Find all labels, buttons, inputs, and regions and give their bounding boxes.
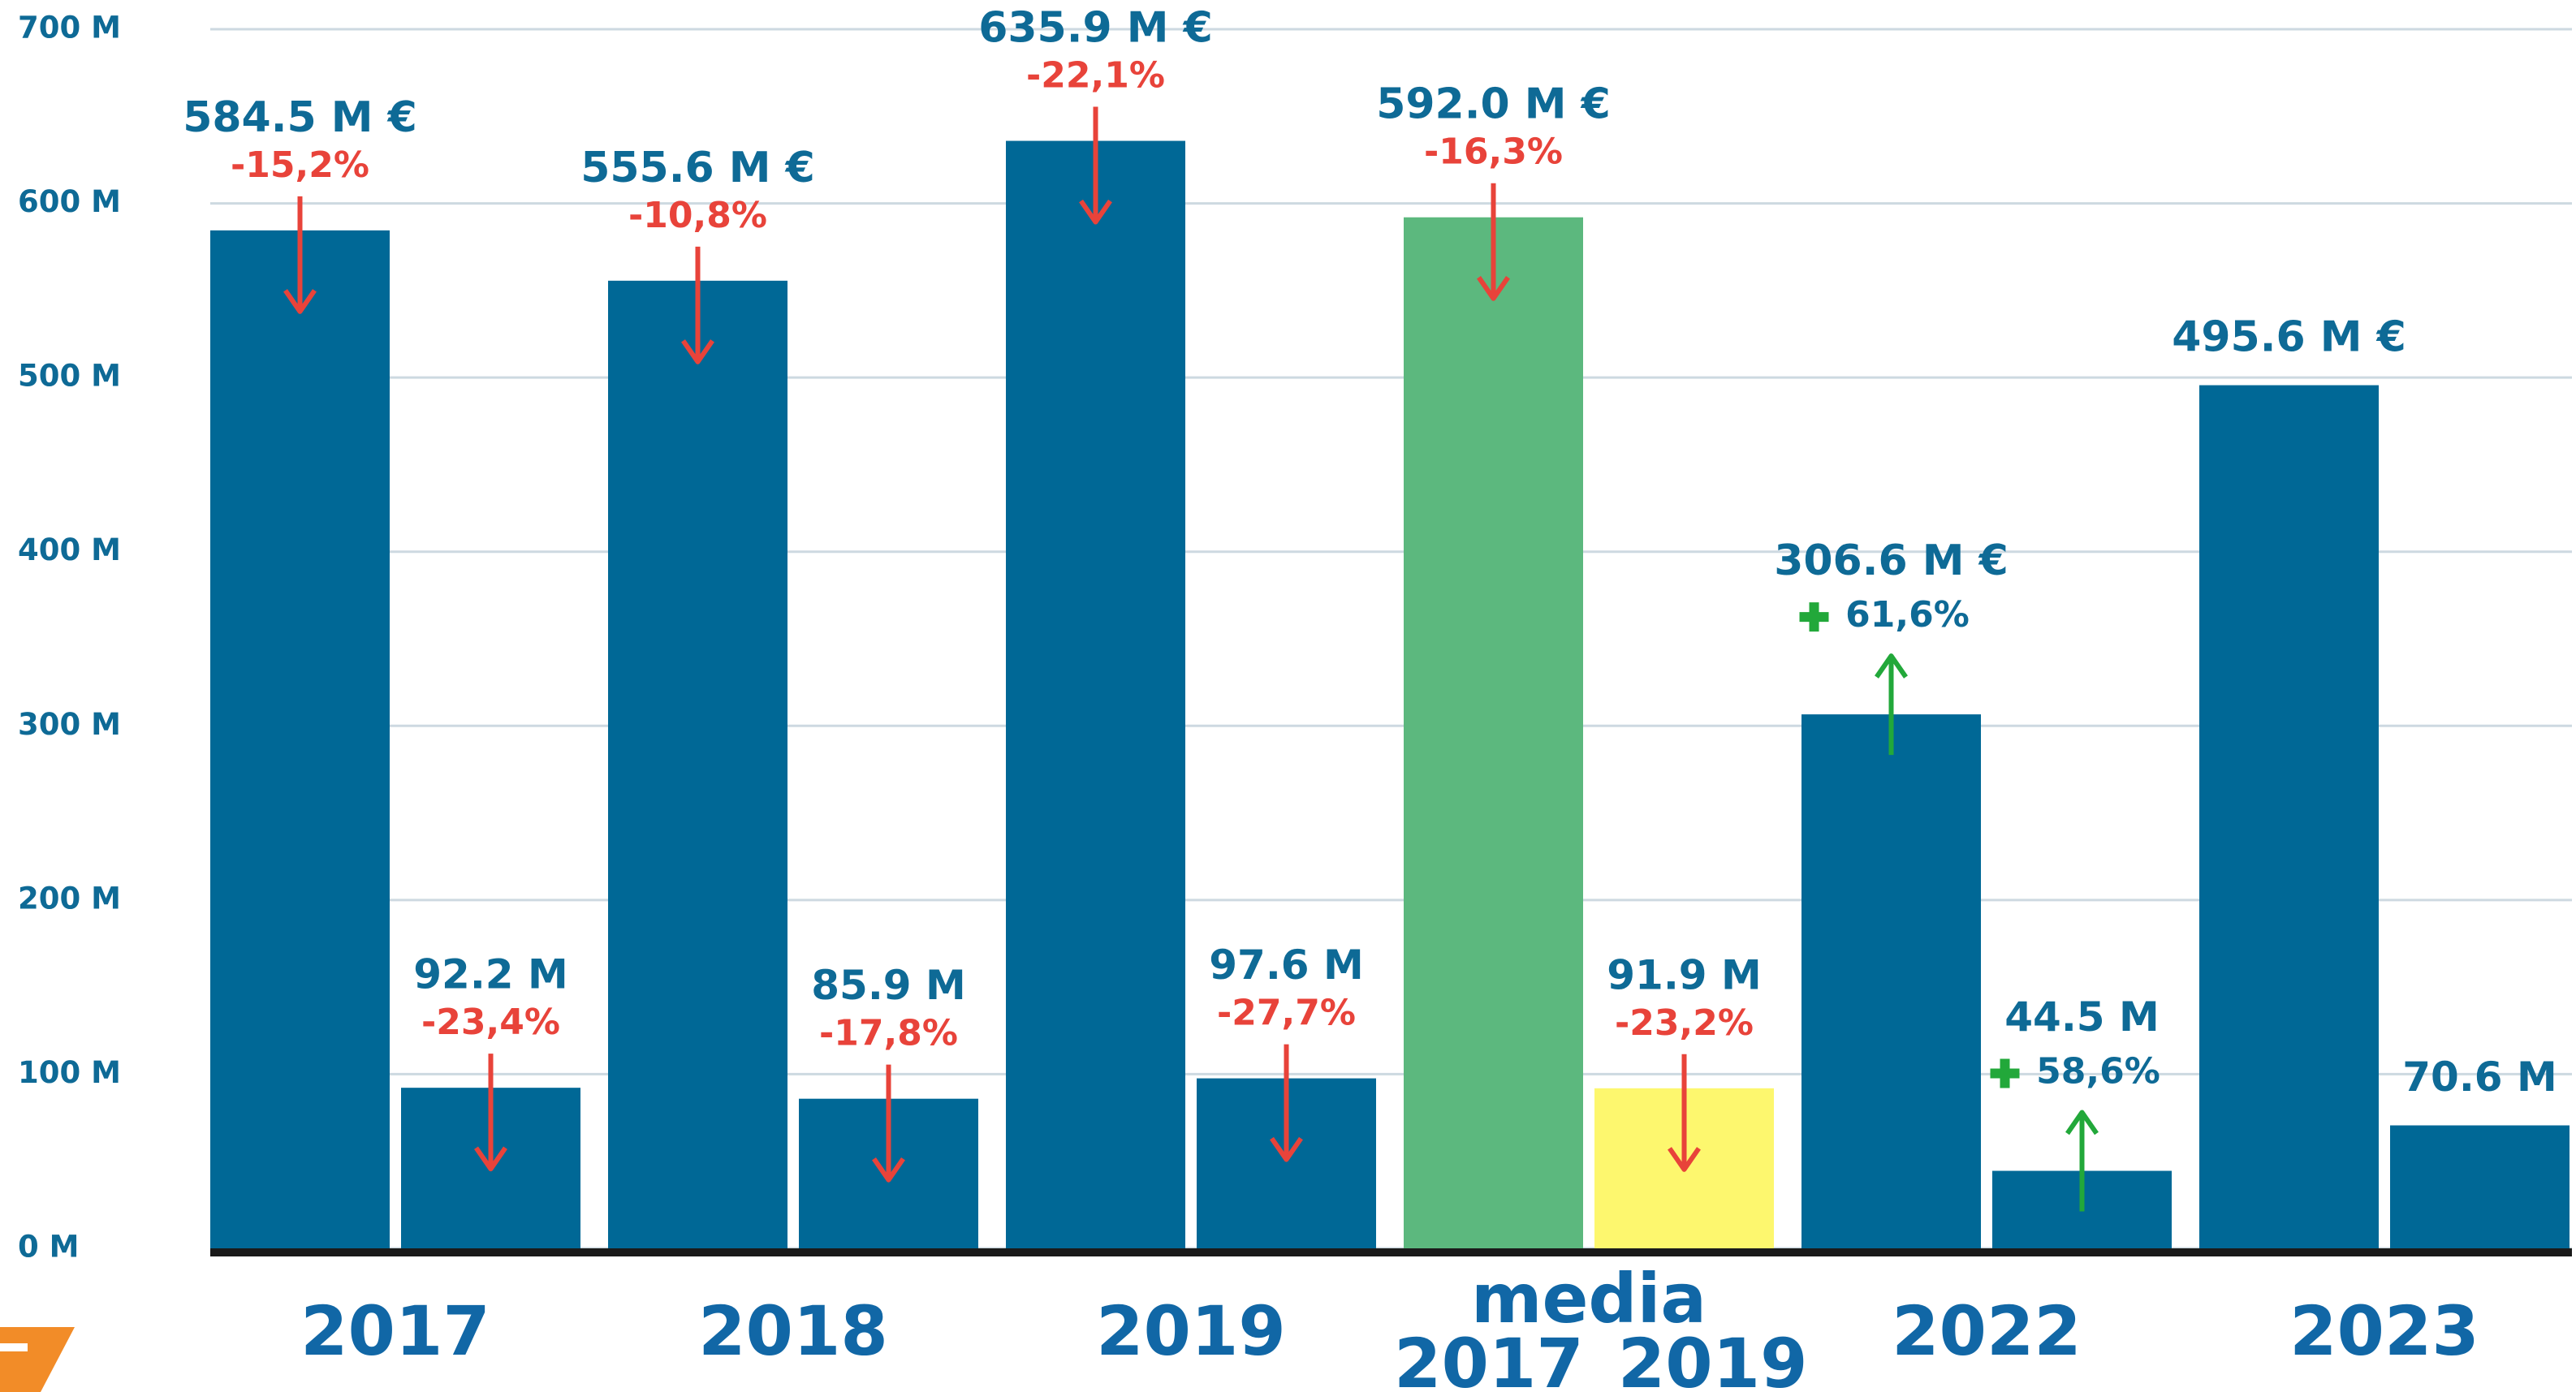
bar (2199, 385, 2379, 1249)
x-tick-label: 2022 (1892, 1291, 2082, 1371)
x-tick-label: 2017 (300, 1291, 490, 1371)
change-label: 61,6% (1845, 594, 1970, 636)
bar (608, 280, 787, 1248)
x-tick-label: media 2017_2019 (1394, 1259, 1808, 1392)
change-label: -22,1% (1026, 55, 1165, 97)
plus-icon (1990, 1058, 2020, 1088)
arrow-head (1477, 276, 1510, 301)
arrow-head (1079, 199, 1112, 225)
arrow-head (872, 1157, 905, 1183)
arrow-head (681, 339, 714, 364)
x-tick-label: 2023 (2289, 1291, 2479, 1371)
value-label: 555.6 M € (580, 144, 815, 192)
value-label: 306.6 M € (1774, 537, 2009, 585)
arrow-head (1270, 1136, 1303, 1162)
bar (1801, 714, 1981, 1248)
y-tick-label: 200 M (18, 881, 121, 916)
y-tick-label: 300 M (18, 707, 121, 742)
arrow-head (474, 1146, 507, 1172)
arrow-head (283, 289, 317, 314)
value-label: 495.6 M € (2172, 313, 2406, 362)
logo-mark (0, 1327, 75, 1392)
x-tick-label: 2019 (1096, 1291, 1286, 1371)
change-label: -23,4% (421, 1002, 560, 1043)
value-label: 97.6 M (1209, 942, 1364, 989)
arrow-head (1668, 1147, 1701, 1172)
change-label: -27,7% (1217, 993, 1356, 1034)
y-tick-label: 400 M (18, 532, 121, 567)
bar (1404, 217, 1583, 1248)
value-label: 85.9 M (811, 962, 966, 1009)
arrow-head (2065, 1110, 2099, 1136)
arrow-head (1875, 653, 1908, 679)
value-label: 592.0 M € (1376, 80, 1611, 129)
bar (2390, 1125, 2570, 1248)
change-label: -17,8% (819, 1013, 958, 1054)
y-tick-label: 100 M (18, 1055, 121, 1090)
x-tick-label: 2018 (698, 1291, 888, 1371)
value-label: 635.9 M € (978, 4, 1213, 53)
change-label: -23,2% (1615, 1002, 1754, 1044)
value-label: 92.2 M (413, 951, 568, 998)
plus-icon (1799, 602, 1829, 632)
value-label: 584.5 M € (183, 93, 417, 142)
y-tick-label: 0 M (18, 1230, 79, 1265)
change-label: 58,6% (2036, 1051, 2160, 1092)
change-label: -10,8% (628, 195, 767, 236)
y-tick-label: 700 M (18, 11, 121, 45)
value-label: 91.9 M (1607, 951, 1762, 998)
value-label: 44.5 M (2004, 993, 2160, 1041)
y-tick-label: 500 M (18, 359, 121, 394)
logo-dash (0, 1343, 28, 1351)
change-label: -16,3% (1424, 131, 1563, 173)
bar (210, 230, 390, 1249)
bar (1006, 140, 1185, 1248)
value-label: 70.6 M (2402, 1054, 2557, 1101)
change-label: -15,2% (231, 144, 369, 186)
y-tick-label: 600 M (18, 184, 121, 219)
